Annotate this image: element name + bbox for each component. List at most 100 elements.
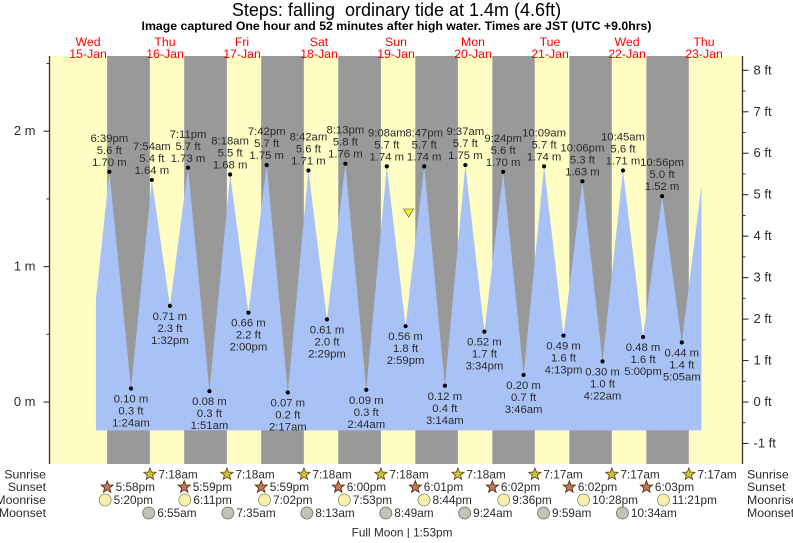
svg-text:1.71 m: 1.71 m <box>606 155 641 167</box>
svg-text:1.70 m: 1.70 m <box>92 157 127 169</box>
svg-text:Sunset: Sunset <box>8 480 47 494</box>
svg-text:6:03pm: 6:03pm <box>655 480 695 494</box>
svg-text:0.09 m: 0.09 m <box>349 395 384 407</box>
svg-text:1.70 m: 1.70 m <box>486 157 521 169</box>
svg-text:5.8 ft: 5.8 ft <box>333 137 359 149</box>
svg-text:9:08am: 9:08am <box>368 127 406 139</box>
svg-text:15-Jan: 15-Jan <box>69 47 107 61</box>
svg-text:5.7 ft: 5.7 ft <box>175 141 201 153</box>
svg-text:1.71 m: 1.71 m <box>291 155 326 167</box>
svg-text:0.2 ft: 0.2 ft <box>275 410 301 422</box>
svg-text:Moonset: Moonset <box>747 506 793 520</box>
svg-text:8:49am: 8:49am <box>394 506 434 520</box>
svg-text:2:29pm: 2:29pm <box>308 348 346 360</box>
svg-text:10:45am: 10:45am <box>601 131 645 143</box>
svg-text:5.7 ft: 5.7 ft <box>453 138 479 150</box>
svg-text:5:58pm: 5:58pm <box>116 480 156 494</box>
svg-text:5.6 ft: 5.6 ft <box>97 145 123 157</box>
svg-text:6:02pm: 6:02pm <box>501 480 541 494</box>
svg-text:1.74 m: 1.74 m <box>407 151 442 163</box>
svg-text:5.7 ft: 5.7 ft <box>254 138 280 150</box>
svg-text:0.07 m: 0.07 m <box>271 398 306 410</box>
svg-text:5.5 ft: 5.5 ft <box>218 148 244 160</box>
svg-text:0.61 m: 0.61 m <box>310 324 345 336</box>
svg-text:6:01pm: 6:01pm <box>424 480 464 494</box>
svg-text:1.75 m: 1.75 m <box>249 150 284 162</box>
svg-text:4 ft: 4 ft <box>754 228 772 243</box>
svg-text:7:42pm: 7:42pm <box>248 126 286 138</box>
svg-text:5.7 ft: 5.7 ft <box>531 139 557 151</box>
svg-text:19-Jan: 19-Jan <box>377 47 415 61</box>
svg-text:23-Jan: 23-Jan <box>685 47 723 61</box>
svg-text:0.20 m: 0.20 m <box>506 380 541 392</box>
svg-text:5.4 ft: 5.4 ft <box>139 153 165 165</box>
svg-text:3:14am: 3:14am <box>426 415 464 427</box>
svg-text:5.7 ft: 5.7 ft <box>412 139 438 151</box>
svg-text:Moonset: Moonset <box>0 506 47 520</box>
svg-text:1:24am: 1:24am <box>112 417 150 429</box>
svg-text:6:55am: 6:55am <box>157 506 197 520</box>
svg-text:0.08 m: 0.08 m <box>192 396 227 408</box>
svg-text:3:46am: 3:46am <box>505 404 543 416</box>
svg-text:5:20pm: 5:20pm <box>114 493 154 507</box>
svg-text:0.44 m: 0.44 m <box>665 347 700 359</box>
svg-text:0.30 m: 0.30 m <box>585 366 620 378</box>
svg-text:8 ft: 8 ft <box>754 62 772 77</box>
svg-text:5.7 ft: 5.7 ft <box>374 139 400 151</box>
svg-text:0.3 ft: 0.3 ft <box>197 408 223 420</box>
svg-text:17-Jan: 17-Jan <box>223 47 261 61</box>
svg-text:4:22am: 4:22am <box>584 390 622 402</box>
svg-text:5:59pm: 5:59pm <box>270 480 310 494</box>
svg-text:9:36pm: 9:36pm <box>512 493 552 507</box>
svg-text:5.6 ft: 5.6 ft <box>610 143 636 155</box>
svg-text:7:17am: 7:17am <box>697 467 737 481</box>
svg-text:10:34am: 10:34am <box>631 506 677 520</box>
svg-text:0.3 ft: 0.3 ft <box>354 407 380 419</box>
svg-text:10:56pm: 10:56pm <box>640 157 684 169</box>
svg-text:7:02pm: 7:02pm <box>273 493 313 507</box>
svg-text:7:11pm: 7:11pm <box>170 129 207 141</box>
svg-text:8:13pm: 8:13pm <box>327 125 365 137</box>
svg-text:Moonrise: Moonrise <box>747 493 793 507</box>
svg-text:5.0 ft: 5.0 ft <box>650 169 676 181</box>
svg-text:1.64 m: 1.64 m <box>135 165 170 177</box>
svg-text:8:44pm: 8:44pm <box>433 493 473 507</box>
svg-text:-1 ft: -1 ft <box>754 435 777 450</box>
svg-text:7:35am: 7:35am <box>236 506 276 520</box>
svg-text:5.3 ft: 5.3 ft <box>570 154 596 166</box>
svg-text:2:44am: 2:44am <box>347 419 385 431</box>
svg-text:10:09am: 10:09am <box>522 127 566 139</box>
svg-text:6:00pm: 6:00pm <box>347 480 387 494</box>
svg-text:2:00pm: 2:00pm <box>230 342 268 354</box>
svg-text:6:39pm: 6:39pm <box>90 133 128 145</box>
svg-text:6 ft: 6 ft <box>754 145 772 160</box>
svg-text:5.6 ft: 5.6 ft <box>491 145 517 157</box>
svg-text:11:21pm: 11:21pm <box>672 493 717 507</box>
svg-text:10:06pm: 10:06pm <box>560 142 604 154</box>
svg-text:0.10 m: 0.10 m <box>114 393 149 405</box>
svg-text:1.73 m: 1.73 m <box>171 153 206 165</box>
svg-text:5:59pm: 5:59pm <box>193 480 233 494</box>
svg-text:0.52 m: 0.52 m <box>467 337 502 349</box>
svg-text:1 m: 1 m <box>14 259 36 274</box>
svg-text:16-Jan: 16-Jan <box>146 47 184 61</box>
svg-text:0.4 ft: 0.4 ft <box>432 403 458 415</box>
svg-text:10:28pm: 10:28pm <box>592 493 638 507</box>
svg-text:1.7 ft: 1.7 ft <box>472 349 498 361</box>
svg-text:0.49 m: 0.49 m <box>546 341 581 353</box>
svg-text:1.8 ft: 1.8 ft <box>393 343 419 355</box>
svg-text:20-Jan: 20-Jan <box>454 47 492 61</box>
svg-text:Image captured One hour and 52: Image captured One hour and 52 minutes a… <box>142 19 652 33</box>
svg-text:5 ft: 5 ft <box>754 187 772 202</box>
svg-text:1.6 ft: 1.6 ft <box>551 353 577 365</box>
svg-text:1.0 ft: 1.0 ft <box>590 378 616 390</box>
svg-text:Moonrise: Moonrise <box>0 493 46 507</box>
svg-text:1.4 ft: 1.4 ft <box>669 359 695 371</box>
svg-text:3:34pm: 3:34pm <box>466 361 504 373</box>
svg-text:0.7 ft: 0.7 ft <box>511 392 537 404</box>
svg-text:1.63 m: 1.63 m <box>565 166 600 178</box>
svg-text:8:13am: 8:13am <box>315 506 355 520</box>
svg-text:2:59pm: 2:59pm <box>387 355 425 367</box>
svg-text:5:00pm: 5:00pm <box>624 366 662 378</box>
svg-text:0.56 m: 0.56 m <box>388 331 423 343</box>
